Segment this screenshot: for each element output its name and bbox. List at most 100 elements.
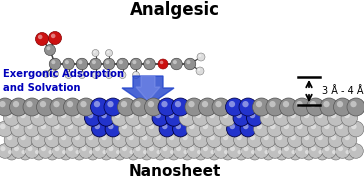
Circle shape — [91, 98, 108, 115]
Circle shape — [66, 73, 69, 75]
Circle shape — [318, 150, 323, 154]
Circle shape — [229, 101, 235, 107]
Circle shape — [74, 112, 80, 118]
Circle shape — [197, 53, 205, 61]
Circle shape — [122, 146, 127, 151]
Circle shape — [14, 146, 19, 151]
Circle shape — [24, 121, 40, 137]
Circle shape — [186, 98, 202, 115]
Circle shape — [67, 101, 73, 107]
Circle shape — [337, 101, 343, 107]
Circle shape — [51, 121, 67, 137]
Circle shape — [274, 132, 289, 148]
Circle shape — [337, 124, 343, 129]
Circle shape — [89, 150, 93, 154]
Circle shape — [31, 132, 46, 148]
Circle shape — [19, 148, 31, 160]
Circle shape — [330, 148, 342, 160]
Circle shape — [48, 150, 53, 154]
Circle shape — [166, 132, 181, 148]
Circle shape — [106, 144, 120, 158]
Circle shape — [264, 135, 269, 140]
Circle shape — [166, 110, 182, 126]
Circle shape — [105, 121, 121, 137]
Circle shape — [101, 112, 107, 118]
Circle shape — [175, 101, 181, 107]
Circle shape — [202, 124, 208, 129]
Circle shape — [148, 101, 154, 107]
Circle shape — [250, 135, 255, 140]
Circle shape — [118, 98, 135, 115]
Circle shape — [224, 150, 228, 154]
Circle shape — [17, 110, 33, 126]
Circle shape — [332, 150, 336, 154]
Circle shape — [119, 60, 123, 64]
Circle shape — [82, 146, 87, 151]
Circle shape — [119, 71, 126, 78]
Circle shape — [316, 148, 328, 160]
Circle shape — [36, 33, 48, 46]
Circle shape — [119, 121, 134, 137]
Circle shape — [324, 124, 329, 129]
Circle shape — [171, 98, 190, 116]
Circle shape — [6, 148, 18, 160]
Circle shape — [293, 98, 311, 116]
Circle shape — [161, 101, 168, 107]
Circle shape — [27, 101, 33, 107]
Circle shape — [73, 148, 85, 160]
Circle shape — [44, 110, 60, 126]
Circle shape — [41, 146, 46, 151]
Circle shape — [209, 112, 215, 118]
Circle shape — [68, 124, 73, 129]
Circle shape — [160, 144, 174, 158]
Circle shape — [80, 73, 82, 75]
Circle shape — [108, 124, 114, 129]
Circle shape — [226, 98, 244, 116]
Circle shape — [274, 110, 290, 126]
Circle shape — [276, 148, 288, 160]
Circle shape — [185, 98, 203, 116]
Circle shape — [62, 150, 66, 154]
Circle shape — [0, 101, 5, 107]
Circle shape — [13, 101, 19, 107]
Circle shape — [81, 124, 87, 129]
Circle shape — [20, 112, 26, 118]
Circle shape — [122, 124, 127, 129]
Circle shape — [295, 144, 309, 158]
Circle shape — [132, 121, 148, 137]
Circle shape — [182, 135, 188, 140]
Circle shape — [154, 148, 166, 160]
Circle shape — [17, 132, 33, 148]
Circle shape — [132, 71, 139, 78]
Circle shape — [268, 144, 282, 158]
Circle shape — [7, 112, 12, 118]
Circle shape — [130, 150, 134, 154]
Circle shape — [92, 71, 99, 78]
Circle shape — [183, 150, 188, 154]
Circle shape — [80, 101, 87, 107]
Circle shape — [243, 124, 249, 129]
Circle shape — [36, 98, 55, 116]
Circle shape — [51, 70, 59, 77]
Circle shape — [222, 112, 228, 118]
Circle shape — [63, 58, 74, 70]
Circle shape — [349, 144, 363, 158]
Circle shape — [243, 101, 249, 107]
Circle shape — [100, 148, 112, 160]
Circle shape — [125, 110, 142, 126]
Circle shape — [148, 101, 154, 107]
Circle shape — [51, 60, 55, 64]
Circle shape — [0, 121, 13, 137]
Circle shape — [337, 101, 343, 107]
Circle shape — [324, 146, 329, 151]
Circle shape — [213, 98, 229, 115]
Circle shape — [114, 148, 126, 160]
Circle shape — [180, 132, 195, 148]
Circle shape — [251, 150, 255, 154]
Circle shape — [292, 150, 296, 154]
Circle shape — [141, 148, 153, 160]
Circle shape — [229, 101, 235, 107]
Circle shape — [34, 135, 39, 140]
Circle shape — [233, 110, 249, 126]
Circle shape — [169, 112, 174, 118]
